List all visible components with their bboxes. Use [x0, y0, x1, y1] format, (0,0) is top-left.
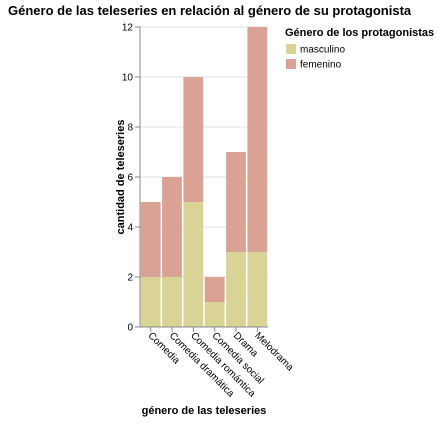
legend-label-masculino: masculino — [300, 45, 345, 56]
legend-swatch-masculino — [286, 44, 296, 54]
bar-masculino — [247, 252, 268, 327]
y-axis-label: cantidad de teleseries — [115, 120, 127, 235]
legend-swatch-femenino — [286, 59, 296, 69]
bar-femenino — [162, 177, 182, 277]
bar-femenino — [140, 202, 161, 277]
chart-title: Género de las teleseries en relación al … — [8, 3, 412, 18]
y-tick-label: 10 — [122, 73, 134, 84]
bar-femenino — [183, 77, 204, 202]
bar-masculino — [140, 277, 161, 327]
x-axis-label: género de las teleseries — [142, 405, 267, 417]
bar-group — [140, 27, 268, 327]
bar-femenino — [204, 277, 225, 302]
y-tick-label: 2 — [127, 273, 133, 284]
legend-title: Género de los protagonistas — [285, 27, 434, 39]
bar-femenino — [226, 152, 246, 252]
bar-femenino — [247, 27, 268, 252]
y-tick-label: 8 — [127, 123, 133, 134]
legend: Género de los protagonistas masculino fem… — [285, 27, 434, 71]
y-tick-label: 4 — [127, 223, 133, 234]
legend-label-femenino: femenino — [300, 60, 342, 71]
y-axis: 0 2 4 6 8 10 12 — [122, 23, 141, 334]
bar-masculino — [162, 277, 182, 327]
bar-masculino — [183, 202, 204, 327]
y-tick-label: 12 — [122, 23, 134, 34]
y-tick-label: 0 — [127, 323, 133, 334]
y-tick-label: 6 — [127, 173, 133, 184]
bar-masculino — [226, 252, 246, 327]
y-gridlines — [140, 26, 268, 328]
bar-masculino — [204, 302, 225, 327]
